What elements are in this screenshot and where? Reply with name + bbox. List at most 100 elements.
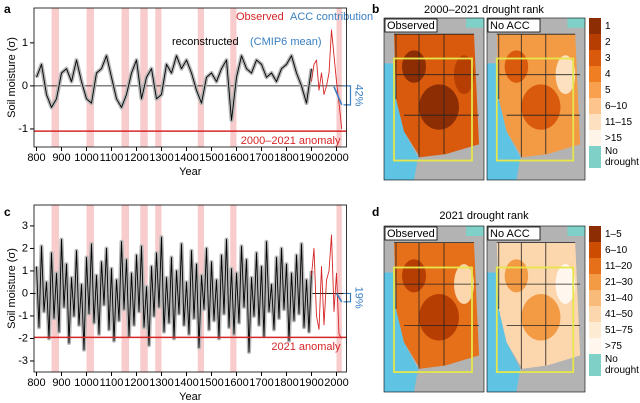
x-tick-label: 1900: [299, 152, 323, 164]
legend-item: >75: [589, 338, 640, 354]
x-axis-label: Year: [179, 166, 202, 178]
map-no-drought: [567, 18, 585, 28]
shaded-period: [336, 205, 342, 372]
study-region: [495, 57, 575, 162]
study-region: [393, 57, 473, 162]
x-tick-label: 900: [52, 152, 70, 164]
legend-swatch: [589, 354, 601, 376]
map-gray-region: [446, 355, 484, 392]
x-tick-label: 1100: [100, 152, 124, 164]
legend-label: >15: [605, 132, 622, 144]
acc-share-label: 19%: [353, 287, 365, 309]
legend-swatch: [589, 338, 601, 354]
series-label: ACC contribution: [290, 11, 373, 23]
legend-item: 1–5: [589, 226, 640, 242]
map-label-box: [384, 226, 438, 241]
series-line: [36, 55, 312, 121]
legend-swatch: [589, 242, 601, 258]
series-line: [36, 236, 312, 353]
x-tick-label: 1700: [249, 152, 273, 164]
y-axis-label: Soil moisture (σ): [6, 37, 18, 118]
map-ocean: [384, 272, 418, 392]
map-frame: [486, 225, 586, 393]
map-drought-core: [419, 84, 459, 130]
x-tick-label: 800: [27, 152, 45, 164]
legend-label: 3: [605, 52, 611, 64]
panel-letter: d: [372, 205, 379, 219]
series-line: [333, 86, 343, 106]
y-tick-label: -1: [18, 123, 28, 135]
map-label: No ACC: [490, 20, 530, 32]
legend-label: 5: [605, 84, 611, 96]
x-tick-label: 1000: [74, 377, 98, 389]
legend-item: 1: [589, 18, 640, 34]
legend-item: >15: [589, 130, 640, 146]
legend-swatch: [589, 18, 601, 34]
legend-swatch: [589, 146, 601, 168]
acc-bracket: [343, 292, 352, 303]
legend-label: No drought: [605, 146, 639, 168]
map-label: Observed: [387, 228, 435, 240]
series-line: [311, 29, 343, 129]
legend-label: No drought: [605, 354, 639, 376]
legend-label: 31–40: [605, 292, 633, 304]
map-gray-region: [547, 355, 585, 392]
series-note: (CMIP6 mean): [250, 36, 322, 48]
map-ocean: [487, 272, 521, 392]
legend-swatch: [589, 98, 601, 114]
legend-label: 11–15: [605, 116, 633, 128]
legend-swatch: [589, 290, 601, 306]
legend-swatch: [589, 66, 601, 82]
anomaly-label: 2021 anomaly: [271, 341, 341, 353]
x-tick-label: 1500: [199, 152, 223, 164]
legend-item: 6–10: [589, 98, 640, 114]
x-tick-label: 1200: [124, 377, 148, 389]
map-label-box: [487, 18, 541, 33]
x-tick-label: 2000: [324, 377, 348, 389]
y-tick-label: 3: [22, 220, 28, 232]
legend-item: 41–50: [589, 306, 640, 322]
legend-item: 31–40: [589, 290, 640, 306]
x-tick-label: 1400: [174, 152, 198, 164]
map-title: 2000–2021 drought rank: [424, 4, 544, 16]
legend-item: 4: [589, 66, 640, 82]
x-tick-label: 1200: [124, 152, 148, 164]
shaded-period: [51, 8, 59, 147]
x-tick-label: 1700: [249, 377, 273, 389]
y-tick-label: 0: [22, 80, 28, 92]
legend-swatch: [589, 82, 601, 98]
shaded-period: [86, 8, 94, 147]
shaded-period: [155, 8, 162, 147]
x-tick-label: 1600: [224, 377, 248, 389]
map-drought-core: [419, 294, 459, 341]
plot-frame: [33, 7, 347, 148]
legend-item: No drought: [589, 354, 640, 376]
shaded-period: [336, 8, 342, 147]
legend: 1 2 3 4 5 6–10 11–15 >15 No drought: [589, 18, 640, 168]
map-no-drought: [466, 18, 484, 28]
legend-item: No drought: [589, 146, 640, 168]
legend-label: 6–10: [605, 244, 628, 256]
series-label: Observed: [236, 11, 284, 23]
shaded-period: [230, 8, 237, 147]
x-tick-label: 1800: [274, 152, 298, 164]
shaded-period: [197, 8, 204, 147]
map-gray-region: [446, 144, 484, 180]
panel-letter: c: [4, 205, 11, 219]
legend-label: 51–75: [605, 324, 633, 336]
map-drought-core: [402, 50, 426, 83]
map-title: 2021 drought rank: [439, 210, 529, 222]
legend-label: 1: [605, 20, 611, 32]
y-tick-label: 1: [22, 37, 28, 49]
x-tick-label: 1800: [274, 377, 298, 389]
legend-item: 11–15: [589, 114, 640, 130]
map-drought-core: [504, 50, 529, 83]
map-frame: [486, 17, 586, 181]
x-tick-label: 1000: [74, 152, 98, 164]
legend-swatch: [589, 114, 601, 130]
map-drought-core: [504, 259, 529, 293]
legend-item: 3: [589, 50, 640, 66]
